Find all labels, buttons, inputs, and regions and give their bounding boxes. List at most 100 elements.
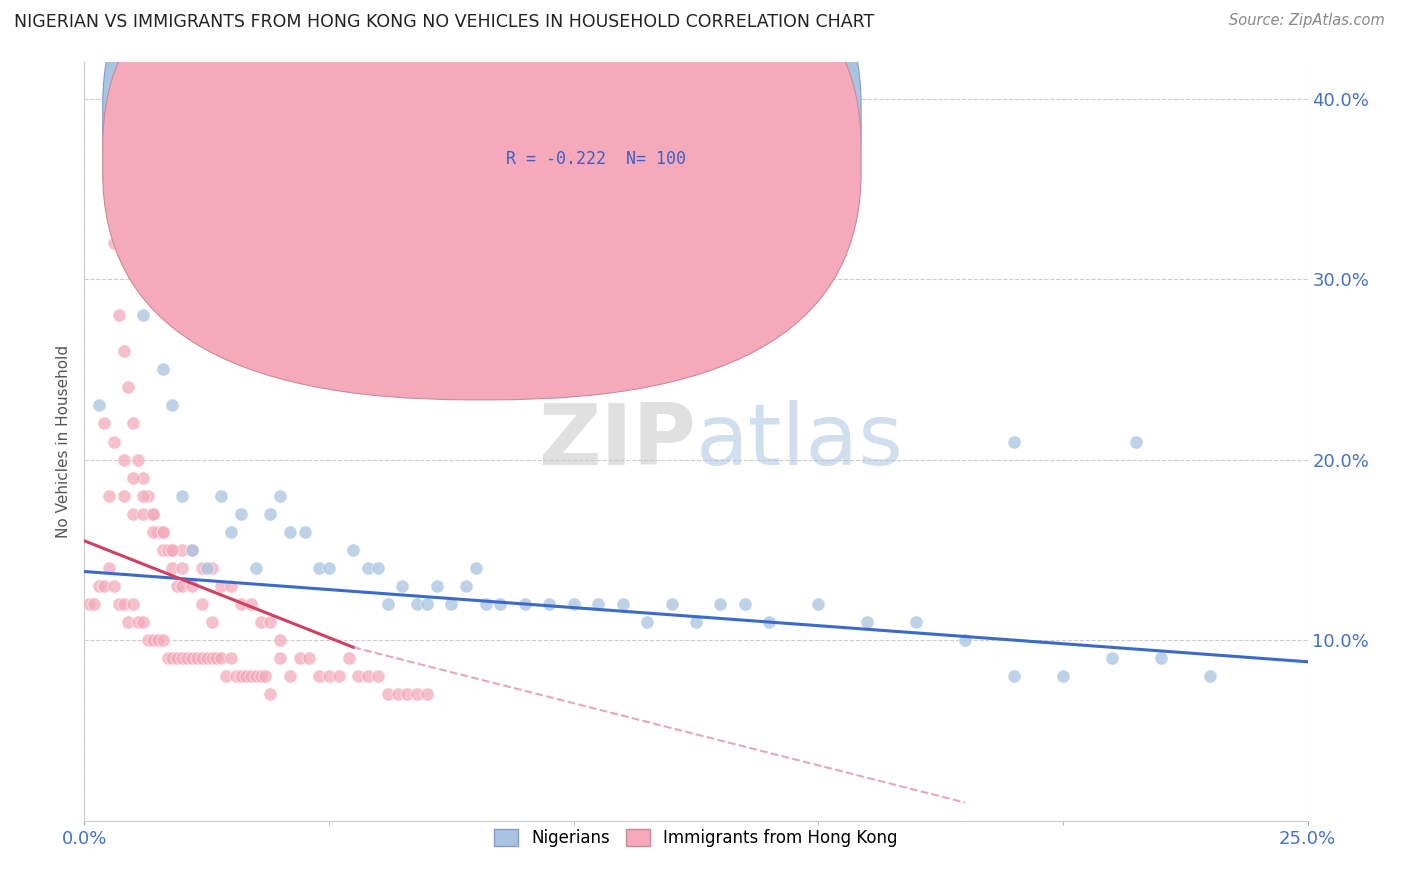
Point: [209, 651, 232, 665]
Point: [136, 489, 159, 503]
Point: [342, 542, 364, 557]
Point: [156, 651, 179, 665]
Point: [1052, 669, 1074, 683]
Text: ZIP: ZIP: [538, 400, 696, 483]
Point: [112, 452, 135, 467]
Point: [103, 235, 125, 250]
Point: [337, 651, 360, 665]
Point: [181, 542, 204, 557]
Point: [166, 579, 188, 593]
Point: [278, 524, 301, 539]
Point: [269, 651, 291, 665]
Point: [377, 597, 399, 611]
Point: [162, 561, 184, 575]
Point: [357, 561, 380, 575]
Point: [152, 524, 174, 539]
Point: [181, 651, 204, 665]
Point: [219, 579, 242, 593]
Point: [146, 633, 169, 648]
Point: [103, 434, 125, 449]
Point: [586, 597, 609, 611]
Point: [136, 633, 159, 648]
Point: [259, 687, 281, 701]
Text: NIGERIAN VS IMMIGRANTS FROM HONG KONG NO VEHICLES IN HOUSEHOLD CORRELATION CHART: NIGERIAN VS IMMIGRANTS FROM HONG KONG NO…: [14, 13, 875, 31]
Point: [308, 561, 330, 575]
Point: [734, 597, 756, 611]
Point: [97, 561, 120, 575]
Point: [195, 651, 218, 665]
Point: [87, 399, 110, 413]
Point: [132, 470, 155, 484]
Text: R = -0.085   N=  52: R = -0.085 N= 52: [506, 108, 696, 126]
Point: [142, 524, 165, 539]
Point: [308, 669, 330, 683]
Point: [83, 597, 105, 611]
Point: [685, 615, 707, 629]
Legend: Nigerians, Immigrants from Hong Kong: Nigerians, Immigrants from Hong Kong: [488, 822, 904, 854]
Point: [205, 651, 228, 665]
FancyBboxPatch shape: [451, 93, 709, 187]
Point: [416, 597, 439, 611]
Point: [367, 561, 389, 575]
Point: [513, 597, 536, 611]
Point: [117, 615, 139, 629]
Point: [152, 362, 174, 376]
Point: [259, 507, 281, 521]
Point: [454, 579, 477, 593]
Point: [107, 597, 129, 611]
Point: [856, 615, 879, 629]
Point: [172, 489, 194, 503]
Point: [562, 597, 585, 611]
Point: [191, 597, 214, 611]
Point: [127, 615, 149, 629]
Point: [172, 651, 194, 665]
Point: [191, 651, 214, 665]
Point: [406, 687, 429, 701]
Point: [259, 615, 281, 629]
Point: [1198, 669, 1220, 683]
Point: [347, 669, 370, 683]
Point: [97, 145, 120, 160]
Point: [162, 542, 184, 557]
Point: [229, 507, 252, 521]
Text: Source: ZipAtlas.com: Source: ZipAtlas.com: [1229, 13, 1385, 29]
Point: [249, 669, 271, 683]
Point: [440, 597, 463, 611]
Point: [318, 669, 340, 683]
Point: [758, 615, 780, 629]
Point: [709, 597, 731, 611]
Point: [112, 489, 135, 503]
Point: [396, 687, 419, 701]
Point: [112, 597, 135, 611]
Point: [474, 597, 496, 611]
Point: [132, 308, 155, 322]
FancyBboxPatch shape: [103, 0, 860, 400]
Point: [416, 687, 439, 701]
Point: [288, 651, 311, 665]
Point: [200, 651, 222, 665]
Point: [1002, 669, 1025, 683]
Point: [166, 651, 188, 665]
Point: [172, 561, 194, 575]
Point: [538, 597, 561, 611]
Point: [176, 651, 198, 665]
Point: [181, 579, 204, 593]
Point: [406, 597, 429, 611]
Text: R = -0.222  N= 100: R = -0.222 N= 100: [506, 150, 686, 168]
Point: [122, 507, 145, 521]
Point: [132, 615, 155, 629]
Point: [93, 579, 115, 593]
Point: [239, 669, 262, 683]
Point: [807, 597, 830, 611]
Point: [127, 452, 149, 467]
Point: [294, 524, 316, 539]
Y-axis label: No Vehicles in Household: No Vehicles in Household: [56, 345, 72, 538]
Point: [278, 669, 301, 683]
FancyBboxPatch shape: [103, 0, 860, 359]
Point: [953, 633, 976, 648]
Point: [117, 380, 139, 394]
Point: [107, 308, 129, 322]
Point: [152, 542, 174, 557]
Point: [1150, 651, 1173, 665]
Point: [132, 507, 155, 521]
